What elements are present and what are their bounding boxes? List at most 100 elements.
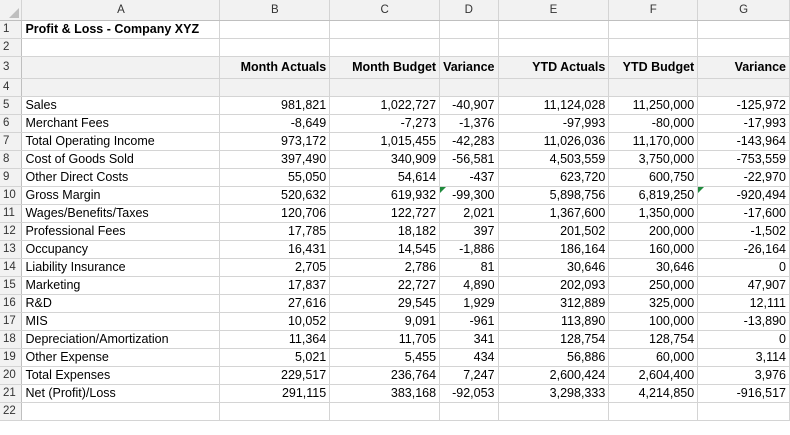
row-number[interactable]: 2 bbox=[0, 38, 23, 57]
row-label-liability-insurance[interactable]: Liability Insurance bbox=[21, 258, 221, 277]
row-label-merchant-fees[interactable]: Merchant Fees bbox=[21, 114, 221, 133]
row-label-total-operating-income[interactable]: Total Operating Income bbox=[21, 132, 221, 151]
cell[interactable] bbox=[498, 402, 610, 421]
ytd-variance-cell[interactable]: 0 bbox=[697, 258, 790, 277]
ytd-actuals-cell[interactable]: 128,754 bbox=[498, 330, 610, 349]
row-label-professional-fees[interactable]: Professional Fees bbox=[21, 222, 221, 241]
row-label-occupancy[interactable]: Occupancy bbox=[21, 240, 221, 259]
ytd-variance-cell[interactable]: -17,993 bbox=[697, 114, 790, 133]
cell[interactable] bbox=[219, 38, 331, 57]
month-variance-cell[interactable]: -42,283 bbox=[439, 132, 499, 151]
row-number[interactable]: 21 bbox=[0, 384, 23, 403]
month-variance-cell[interactable]: -437 bbox=[439, 168, 499, 187]
cell[interactable] bbox=[498, 78, 610, 97]
cell[interactable] bbox=[439, 78, 499, 97]
column-header-g[interactable]: G bbox=[697, 0, 790, 21]
month-variance-cell[interactable]: -961 bbox=[439, 312, 499, 331]
month-budget-cell[interactable]: 340,909 bbox=[329, 150, 441, 169]
ytd-variance-cell[interactable]: 47,907 bbox=[697, 276, 790, 295]
month-variance-cell[interactable]: -1,886 bbox=[439, 240, 499, 259]
month-budget-cell[interactable]: 2,786 bbox=[329, 258, 441, 277]
ytd-actuals-cell[interactable]: 56,886 bbox=[498, 348, 610, 367]
row-number[interactable]: 19 bbox=[0, 348, 23, 367]
ytd-budget-cell[interactable]: 4,214,850 bbox=[608, 384, 699, 403]
ytd-budget-cell[interactable]: 60,000 bbox=[608, 348, 699, 367]
row-number[interactable]: 1 bbox=[0, 20, 23, 39]
row-label-mis[interactable]: MIS bbox=[21, 312, 221, 331]
row-number[interactable]: 18 bbox=[0, 330, 23, 349]
ytd-variance-cell[interactable]: -920,494 bbox=[697, 186, 790, 205]
month-variance-cell[interactable]: -40,907 bbox=[439, 96, 499, 115]
row-number[interactable]: 8 bbox=[0, 150, 23, 169]
month-actuals-cell[interactable]: 981,821 bbox=[219, 96, 331, 115]
month-budget-cell[interactable]: 383,168 bbox=[329, 384, 441, 403]
row-label-net-profit-loss[interactable]: Net (Profit)/Loss bbox=[21, 384, 221, 403]
ytd-budget-cell[interactable]: 250,000 bbox=[608, 276, 699, 295]
month-budget-cell[interactable]: 54,614 bbox=[329, 168, 441, 187]
row-number[interactable]: 14 bbox=[0, 258, 23, 277]
header-variance-month[interactable]: Variance bbox=[439, 56, 499, 79]
month-actuals-cell[interactable]: 17,837 bbox=[219, 276, 331, 295]
row-number[interactable]: 5 bbox=[0, 96, 23, 115]
row-number[interactable]: 10 bbox=[0, 186, 23, 205]
ytd-actuals-cell[interactable]: 11,026,036 bbox=[498, 132, 610, 151]
ytd-budget-cell[interactable]: 100,000 bbox=[608, 312, 699, 331]
ytd-actuals-cell[interactable]: 2,600,424 bbox=[498, 366, 610, 385]
ytd-budget-cell[interactable]: 325,000 bbox=[608, 294, 699, 313]
cell[interactable] bbox=[697, 38, 790, 57]
header-month-actuals[interactable]: Month Actuals bbox=[219, 56, 331, 79]
month-variance-cell[interactable]: -92,053 bbox=[439, 384, 499, 403]
select-all-corner[interactable] bbox=[0, 0, 23, 21]
ytd-actuals-cell[interactable]: 186,164 bbox=[498, 240, 610, 259]
cell[interactable] bbox=[439, 402, 499, 421]
row-label-gross-margin[interactable]: Gross Margin bbox=[21, 186, 221, 205]
month-budget-cell[interactable]: 5,455 bbox=[329, 348, 441, 367]
column-header-c[interactable]: C bbox=[329, 0, 441, 21]
column-header-e[interactable]: E bbox=[498, 0, 610, 21]
month-budget-cell[interactable]: 9,091 bbox=[329, 312, 441, 331]
cell[interactable] bbox=[329, 38, 441, 57]
month-actuals-cell[interactable]: 5,021 bbox=[219, 348, 331, 367]
month-actuals-cell[interactable]: 16,431 bbox=[219, 240, 331, 259]
month-actuals-cell[interactable]: 2,705 bbox=[219, 258, 331, 277]
month-actuals-cell[interactable]: 11,364 bbox=[219, 330, 331, 349]
ytd-variance-cell[interactable]: -13,890 bbox=[697, 312, 790, 331]
month-actuals-cell[interactable]: 55,050 bbox=[219, 168, 331, 187]
row-number[interactable]: 11 bbox=[0, 204, 23, 223]
cell[interactable] bbox=[439, 20, 499, 39]
row-label-wages-benefits-taxes[interactable]: Wages/Benefits/Taxes bbox=[21, 204, 221, 223]
month-variance-cell[interactable]: 81 bbox=[439, 258, 499, 277]
cell[interactable] bbox=[329, 20, 441, 39]
ytd-variance-cell[interactable]: -17,600 bbox=[697, 204, 790, 223]
cell[interactable] bbox=[329, 402, 441, 421]
row-label-other-expense[interactable]: Other Expense bbox=[21, 348, 221, 367]
ytd-actuals-cell[interactable]: -97,993 bbox=[498, 114, 610, 133]
month-actuals-cell[interactable]: 397,490 bbox=[219, 150, 331, 169]
cell[interactable] bbox=[608, 402, 699, 421]
cell[interactable] bbox=[697, 20, 790, 39]
ytd-actuals-cell[interactable]: 201,502 bbox=[498, 222, 610, 241]
row-label-total-expenses[interactable]: Total Expenses bbox=[21, 366, 221, 385]
ytd-budget-cell[interactable]: 11,250,000 bbox=[608, 96, 699, 115]
row-number[interactable]: 22 bbox=[0, 402, 23, 421]
month-actuals-cell[interactable]: 520,632 bbox=[219, 186, 331, 205]
row-number[interactable]: 13 bbox=[0, 240, 23, 259]
month-budget-cell[interactable]: 22,727 bbox=[329, 276, 441, 295]
ytd-variance-cell[interactable]: -1,502 bbox=[697, 222, 790, 241]
row-label-depreciation-amortization[interactable]: Depreciation/Amortization bbox=[21, 330, 221, 349]
month-budget-cell[interactable]: 18,182 bbox=[329, 222, 441, 241]
ytd-actuals-cell[interactable]: 11,124,028 bbox=[498, 96, 610, 115]
row-label-r-d[interactable]: R&D bbox=[21, 294, 221, 313]
cell[interactable] bbox=[219, 402, 331, 421]
ytd-budget-cell[interactable]: 11,170,000 bbox=[608, 132, 699, 151]
ytd-actuals-cell[interactable]: 623,720 bbox=[498, 168, 610, 187]
cell[interactable] bbox=[608, 38, 699, 57]
ytd-variance-cell[interactable]: 3,114 bbox=[697, 348, 790, 367]
ytd-actuals-cell[interactable]: 312,889 bbox=[498, 294, 610, 313]
header-ytd-budget[interactable]: YTD Budget bbox=[608, 56, 699, 79]
column-header-a[interactable]: A bbox=[21, 0, 221, 21]
cell[interactable] bbox=[697, 402, 790, 421]
ytd-variance-cell[interactable]: -125,972 bbox=[697, 96, 790, 115]
header-ytd-actuals[interactable]: YTD Actuals bbox=[498, 56, 610, 79]
month-actuals-cell[interactable]: 973,172 bbox=[219, 132, 331, 151]
